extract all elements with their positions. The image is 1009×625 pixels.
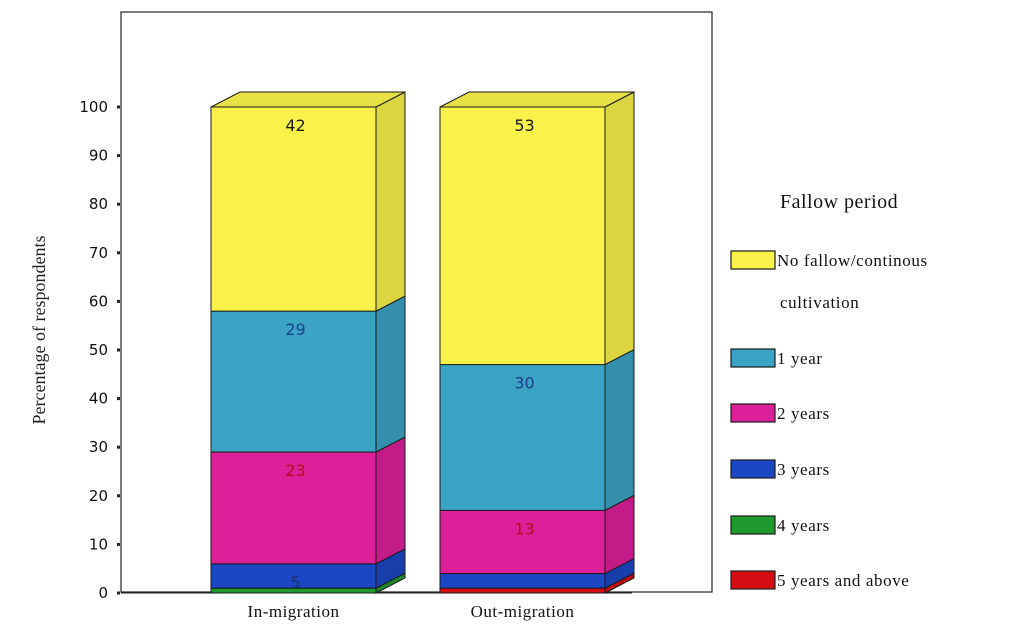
legend-label: No fallow/continous xyxy=(777,251,928,270)
bar-front-face xyxy=(439,573,606,589)
bar-side-face xyxy=(604,91,635,366)
legend-swatch xyxy=(730,459,776,479)
bar-top-face-in-migration xyxy=(210,91,406,108)
legend-item-4-years: 4 years xyxy=(730,515,830,535)
y-tick-mark xyxy=(117,591,120,595)
legend-item-5-years-and-above: 5 years and above xyxy=(730,570,909,590)
legend-label: 3 years xyxy=(777,460,830,479)
y-tick-mark xyxy=(117,299,120,303)
bar-side-face xyxy=(375,91,406,312)
y-tick-mark xyxy=(117,397,120,401)
legend-label: 2 years xyxy=(777,404,830,423)
legend-swatch xyxy=(730,250,776,270)
bar-front-face xyxy=(439,364,606,511)
y-tick-label: 20 xyxy=(89,487,108,505)
y-tick-label: 40 xyxy=(89,390,108,408)
legend-item-no-fallow-continous-cultivation: No fallow/continous cultivation xyxy=(730,250,928,312)
bar-front-face xyxy=(210,310,377,453)
bar-front-face xyxy=(439,106,606,366)
bar-segment-in-migration-1-year xyxy=(210,295,406,453)
bar-side-face xyxy=(375,436,406,565)
data-label-in-migration-2-years: 23 xyxy=(285,461,305,480)
y-tick-mark xyxy=(117,542,120,546)
data-label-in-migration-3-years: 5 xyxy=(290,573,300,592)
y-tick-mark xyxy=(117,202,120,206)
bar-segment-out-migration-1-year xyxy=(439,348,635,512)
legend-item-2-years: 2 years xyxy=(730,403,830,423)
bar-segment-out-migration-2-years xyxy=(439,494,635,575)
legend-swatch xyxy=(730,348,776,368)
y-tick-mark xyxy=(117,348,120,352)
legend-swatch xyxy=(730,515,776,535)
legend-item-1-year: 1 year xyxy=(730,348,823,368)
data-label-out-migration-1-year: 30 xyxy=(514,374,534,393)
legend-label: 4 years xyxy=(777,516,830,535)
bar-segment-out-migration-3-years xyxy=(439,557,635,589)
bar-front-face xyxy=(210,563,377,589)
legend-swatch xyxy=(730,403,776,423)
y-tick-label: 60 xyxy=(89,292,108,310)
legend-label: 1 year xyxy=(777,349,823,368)
bar-front-face xyxy=(210,106,377,312)
y-tick-label: 10 xyxy=(89,535,108,553)
legend-label: cultivation xyxy=(780,293,859,312)
bar-segment-out-migration-no-fallow-continous-cultivation xyxy=(439,91,635,366)
y-tick-label: 90 xyxy=(89,147,108,165)
bar-front-face xyxy=(210,451,377,565)
y-tick-label: 50 xyxy=(89,341,108,359)
data-label-out-migration-2-years: 13 xyxy=(514,519,534,538)
bar-top-face-out-migration xyxy=(439,91,635,108)
legend-label: 5 years and above xyxy=(777,571,909,590)
y-tick-mark xyxy=(117,105,120,109)
category-label-in-migration: In-migration xyxy=(248,602,340,621)
y-tick-label: 80 xyxy=(89,195,108,213)
bar-segment-in-migration-3-years xyxy=(210,548,406,589)
y-tick-mark xyxy=(117,251,120,255)
data-label-in-migration-1-year: 29 xyxy=(285,320,305,339)
bar-segment-in-migration-no-fallow-continous-cultivation xyxy=(210,91,406,312)
legend-title: Fallow period xyxy=(780,191,898,213)
y-tick-mark xyxy=(117,494,120,498)
bar-side-face xyxy=(604,348,635,512)
category-label-out-migration: Out-migration xyxy=(471,602,575,621)
bar-side-face xyxy=(375,295,406,453)
data-label-out-migration-no-fallow-continous-cultivation: 53 xyxy=(514,116,534,135)
y-tick-mark xyxy=(117,154,120,158)
legend-item-3-years: 3 years xyxy=(730,459,830,479)
y-tick-label: 30 xyxy=(89,438,108,456)
legend-swatch xyxy=(730,570,776,590)
data-label-in-migration-no-fallow-continous-cultivation: 42 xyxy=(285,116,305,135)
bar-front-face xyxy=(439,587,606,594)
y-axis-title: Percentage of respondents xyxy=(29,236,49,425)
y-tick-mark xyxy=(117,445,120,449)
y-tick-label: 70 xyxy=(89,244,108,262)
y-tick-label: 100 xyxy=(79,98,108,116)
plot-frame xyxy=(120,11,713,593)
y-tick-label: 0 xyxy=(98,584,108,602)
bar-segment-in-migration-2-years xyxy=(210,436,406,565)
